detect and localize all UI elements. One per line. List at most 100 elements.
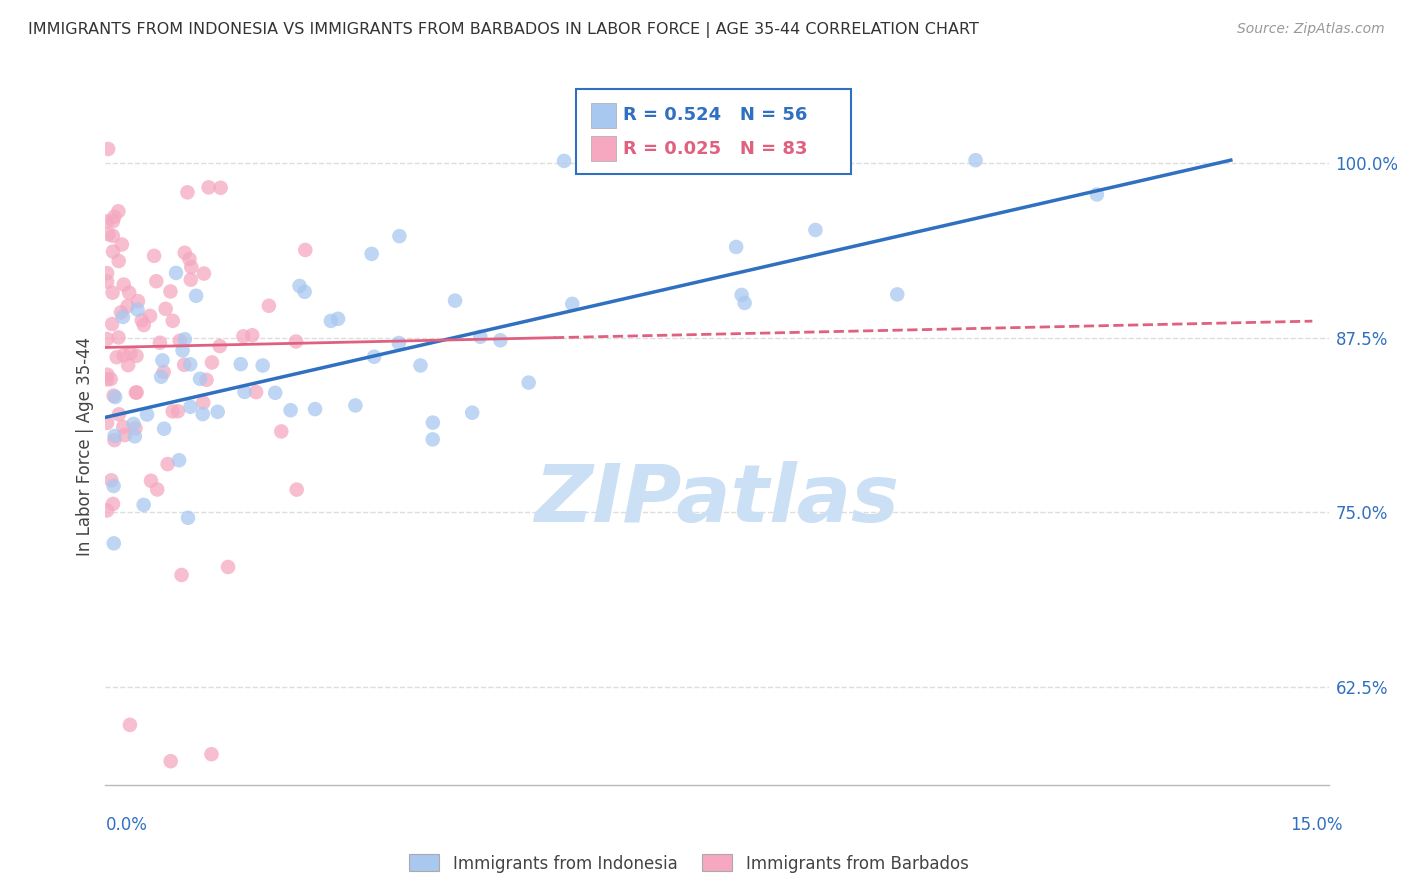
Point [97, 142, 120, 156]
Point [156, 457, 179, 471]
Point [96, 503, 118, 517]
Text: R = 0.524   N = 56: R = 0.524 N = 56 [623, 106, 807, 124]
Point [146, 483, 169, 497]
Point [124, 429, 146, 443]
Point [132, 318, 155, 332]
Point [170, 568, 193, 582]
Point [553, 153, 575, 168]
Point [173, 245, 195, 260]
Point [360, 247, 382, 261]
Point [173, 358, 195, 372]
Point [233, 384, 256, 399]
Point [96, 416, 118, 430]
Point [159, 285, 181, 299]
Point [96, 275, 118, 289]
Point [107, 330, 129, 344]
Point [232, 329, 254, 343]
Point [388, 336, 411, 351]
Point [257, 299, 280, 313]
Point [96, 332, 118, 346]
Point [270, 425, 292, 439]
Text: ZIPatlas: ZIPatlas [534, 461, 900, 540]
Point [388, 229, 411, 244]
Point [288, 279, 311, 293]
Point [409, 359, 432, 373]
Point [180, 273, 202, 287]
Point [145, 274, 167, 288]
Point [124, 421, 146, 435]
Point [285, 483, 308, 497]
Text: 0.0%: 0.0% [105, 816, 148, 834]
Point [561, 297, 583, 311]
Point [184, 289, 207, 303]
Point [103, 210, 125, 224]
Point [208, 339, 231, 353]
Text: 15.0%: 15.0% [1291, 816, 1343, 834]
Point [159, 754, 181, 768]
Point [153, 422, 176, 436]
Point [152, 365, 174, 379]
Point [107, 204, 129, 219]
Point [319, 314, 342, 328]
Point [162, 314, 184, 328]
Point [294, 285, 316, 299]
Point [965, 153, 987, 168]
Point [107, 254, 129, 268]
Point [100, 473, 122, 487]
Point [217, 560, 239, 574]
Point [197, 180, 219, 194]
Point [112, 348, 135, 362]
Point [285, 334, 308, 349]
Point [96, 214, 118, 228]
Point [422, 416, 444, 430]
Point [127, 302, 149, 317]
Point [104, 429, 127, 443]
Point [517, 376, 540, 390]
Point [294, 243, 316, 257]
Point [725, 240, 748, 254]
Point [139, 309, 162, 323]
Point [122, 417, 145, 431]
Point [173, 332, 195, 346]
Point [1085, 187, 1108, 202]
Point [155, 301, 177, 316]
Point [461, 406, 484, 420]
Point [152, 353, 174, 368]
Point [117, 299, 139, 313]
Point [280, 403, 302, 417]
Point [136, 408, 159, 422]
Point [96, 372, 118, 386]
Point [105, 350, 128, 364]
Point [101, 214, 124, 228]
Point [169, 334, 191, 348]
Point [100, 372, 122, 386]
Point [179, 357, 201, 371]
Point [131, 313, 153, 327]
Point [264, 385, 287, 400]
Point [177, 510, 200, 524]
Point [363, 350, 385, 364]
Point [166, 404, 188, 418]
Point [165, 266, 187, 280]
Point [132, 498, 155, 512]
Point [101, 244, 124, 259]
Point [103, 536, 125, 550]
Point [209, 181, 232, 195]
Point [162, 404, 184, 418]
Point [245, 385, 267, 400]
Point [118, 718, 141, 732]
Point [103, 389, 125, 403]
Point [110, 305, 132, 319]
Point [176, 186, 198, 200]
Point [304, 402, 326, 417]
Point [326, 311, 349, 326]
Point [111, 237, 134, 252]
Point [470, 330, 492, 344]
Point [96, 266, 118, 280]
Point [167, 453, 190, 467]
Point [96, 368, 118, 382]
Point [193, 267, 215, 281]
Point [730, 288, 752, 302]
Point [111, 310, 134, 324]
Point [344, 399, 367, 413]
